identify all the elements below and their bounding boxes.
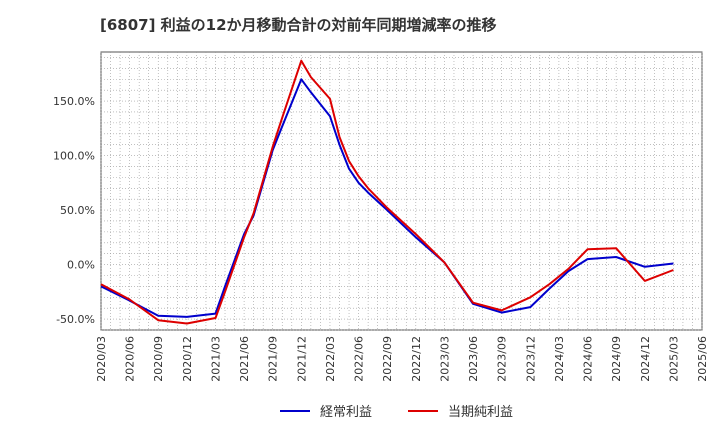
series-line-1 — [100, 78, 674, 318]
x-tick-label: 2023/12 — [524, 336, 537, 382]
x-tick-label: 2023/06 — [467, 336, 480, 382]
x-tick-label: 2021/12 — [295, 336, 308, 382]
x-tick-label: 2024/06 — [582, 336, 595, 382]
legend-label-1: 経常利益 — [320, 405, 372, 420]
y-tick-label: 100.0% — [53, 150, 95, 163]
plot-frame — [100, 51, 703, 331]
y-tick-label: 0.0% — [67, 259, 95, 272]
x-tick-label: 2021/06 — [238, 336, 251, 382]
x-tick-label: 2024/03 — [553, 336, 566, 382]
x-tick-label: 2024/09 — [610, 336, 623, 382]
x-tick-label: 2024/12 — [639, 336, 652, 382]
legend-label-2: 当期純利益 — [448, 405, 513, 420]
y-tick-label: 150.0% — [53, 95, 95, 108]
x-tick-label: 2022/12 — [410, 336, 423, 382]
x-tick-label: 2021/03 — [209, 336, 222, 382]
chart-title: [6807] 利益の12か月移動合計の対前年同期増減率の推移 — [100, 16, 497, 34]
x-tick-label: 2020/06 — [124, 336, 137, 382]
x-tick-label: 2020/12 — [181, 336, 194, 382]
x-tick-label: 2023/09 — [496, 336, 509, 382]
y-tick-label: 50.0% — [60, 204, 95, 217]
y-tick-label: -50.0% — [56, 313, 95, 326]
x-tick-label: 2025/06 — [696, 336, 709, 382]
series-line-2 — [100, 59, 674, 325]
x-tick-label: 2022/09 — [381, 336, 394, 382]
x-tick-label: 2020/09 — [152, 336, 165, 382]
x-tick-label: 2022/06 — [353, 336, 366, 382]
x-tick-label: 2023/03 — [438, 336, 451, 382]
x-tick-label: 2021/09 — [267, 336, 280, 382]
x-tick-label: 2020/03 — [95, 336, 108, 382]
x-tick-label: 2022/03 — [324, 336, 337, 382]
x-tick-label: 2025/03 — [667, 336, 680, 382]
